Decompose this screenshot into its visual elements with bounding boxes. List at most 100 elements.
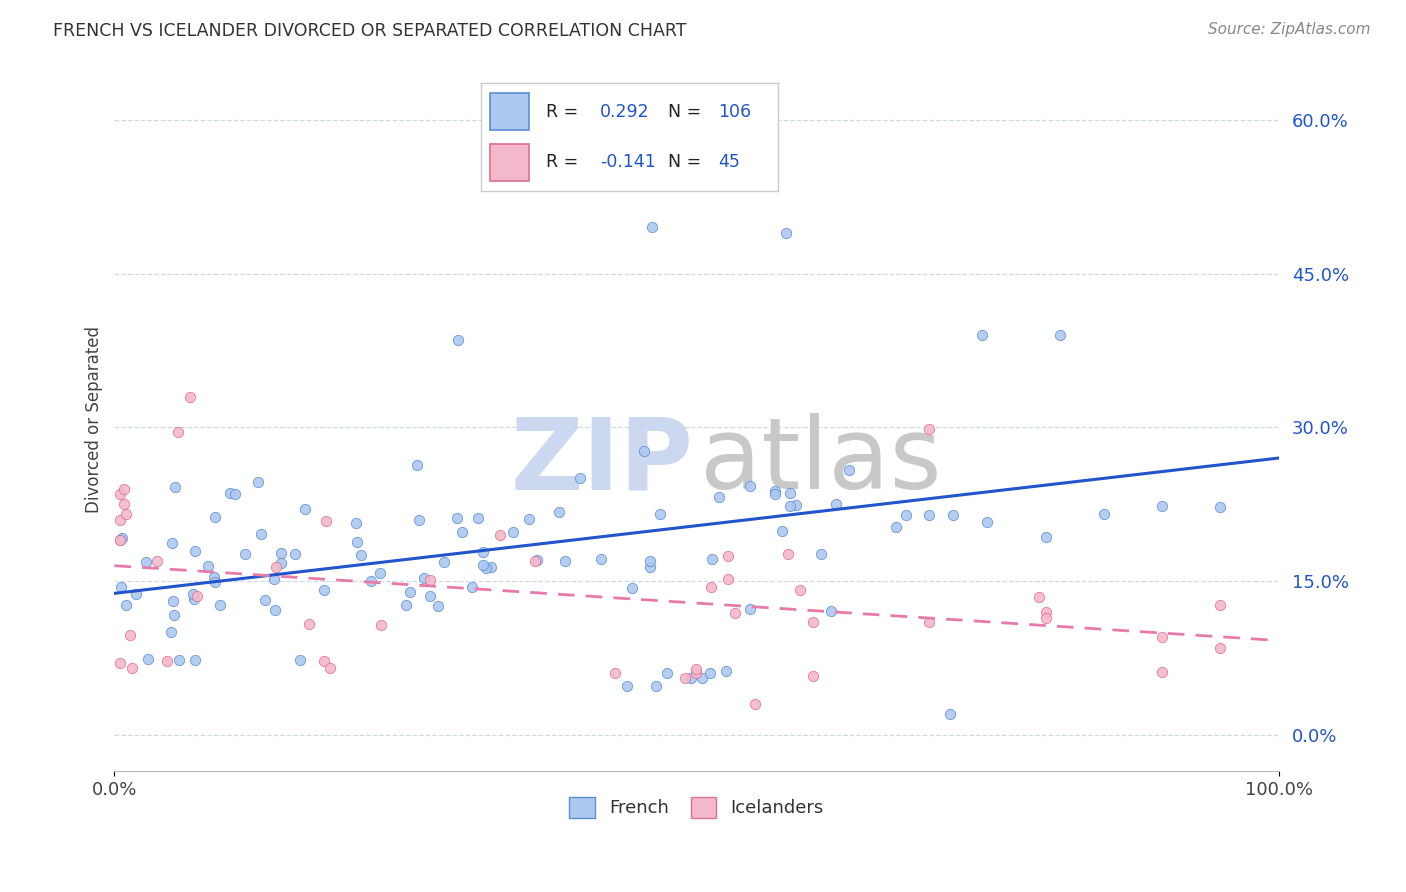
Point: [1152, 631, 1174, 645]
Point: [679, 672, 702, 686]
Point: [408, 513, 430, 527]
Point: [346, 535, 368, 549]
Point: [368, 566, 391, 581]
Point: [1152, 499, 1174, 513]
Point: [398, 585, 420, 599]
Point: [135, 555, 157, 569]
Point: [776, 548, 799, 562]
Point: [125, 586, 148, 600]
Point: [641, 220, 664, 235]
Point: [121, 661, 143, 675]
Point: [740, 479, 762, 493]
Point: [801, 669, 824, 683]
Point: [894, 508, 917, 522]
Point: [433, 555, 456, 569]
Point: [779, 500, 801, 514]
Point: [970, 328, 993, 343]
Point: [699, 666, 721, 681]
Point: [1152, 665, 1174, 680]
Point: [471, 558, 494, 573]
Point: [685, 662, 707, 676]
Point: [110, 580, 132, 594]
Point: [724, 607, 747, 621]
Point: [233, 548, 256, 562]
Point: [488, 528, 510, 542]
Point: [156, 654, 179, 668]
Point: [1049, 328, 1071, 343]
Point: [638, 554, 661, 568]
Point: [1035, 605, 1057, 619]
Point: [253, 593, 276, 607]
Point: [770, 524, 793, 538]
Point: [620, 581, 643, 595]
Point: [270, 556, 292, 570]
Point: [204, 510, 226, 524]
Point: [562, 148, 585, 162]
Point: [547, 505, 569, 519]
Point: [673, 672, 696, 686]
Point: [633, 444, 655, 458]
Point: [700, 552, 723, 566]
Point: [115, 598, 138, 612]
Point: [298, 616, 321, 631]
Point: [690, 672, 713, 686]
Point: [344, 516, 367, 531]
Point: [349, 548, 371, 562]
Point: [1035, 530, 1057, 544]
Point: [202, 570, 225, 584]
Point: [744, 697, 766, 711]
Point: [290, 653, 312, 667]
Point: [250, 526, 273, 541]
Point: [197, 558, 219, 573]
Point: [110, 487, 132, 501]
Text: Source: ZipAtlas.com: Source: ZipAtlas.com: [1208, 22, 1371, 37]
Point: [941, 508, 963, 522]
Point: [526, 553, 548, 567]
Point: [162, 608, 184, 623]
Point: [918, 508, 941, 522]
Text: atlas: atlas: [700, 413, 942, 510]
Point: [246, 475, 269, 489]
Point: [763, 484, 786, 499]
Point: [740, 602, 762, 616]
Point: [110, 533, 132, 547]
Point: [1035, 611, 1057, 625]
Point: [264, 602, 287, 616]
Point: [186, 589, 208, 603]
Point: [184, 652, 207, 666]
Point: [644, 679, 666, 693]
Point: [360, 574, 382, 589]
Point: [294, 502, 316, 516]
Point: [110, 512, 132, 526]
Point: [447, 333, 470, 347]
Point: [1028, 591, 1050, 605]
Point: [775, 226, 797, 240]
Point: [1092, 507, 1115, 521]
Point: [112, 497, 135, 511]
Point: [886, 520, 908, 534]
Point: [657, 666, 679, 681]
Point: [717, 572, 740, 586]
Point: [825, 497, 848, 511]
Point: [284, 547, 307, 561]
Point: [1209, 500, 1232, 514]
Point: [461, 580, 484, 594]
Point: [685, 666, 707, 681]
Point: [801, 615, 824, 629]
Point: [451, 524, 474, 539]
Point: [370, 618, 392, 632]
Point: [208, 598, 231, 612]
Point: [183, 587, 205, 601]
Point: [820, 604, 842, 618]
Point: [319, 661, 342, 675]
Point: [714, 665, 737, 679]
Point: [785, 498, 807, 512]
Point: [405, 458, 427, 473]
Point: [502, 525, 524, 540]
Point: [779, 486, 801, 500]
Point: [446, 511, 468, 525]
Point: [648, 507, 671, 521]
Point: [709, 490, 731, 504]
Point: [419, 573, 441, 587]
Point: [108, 533, 131, 548]
